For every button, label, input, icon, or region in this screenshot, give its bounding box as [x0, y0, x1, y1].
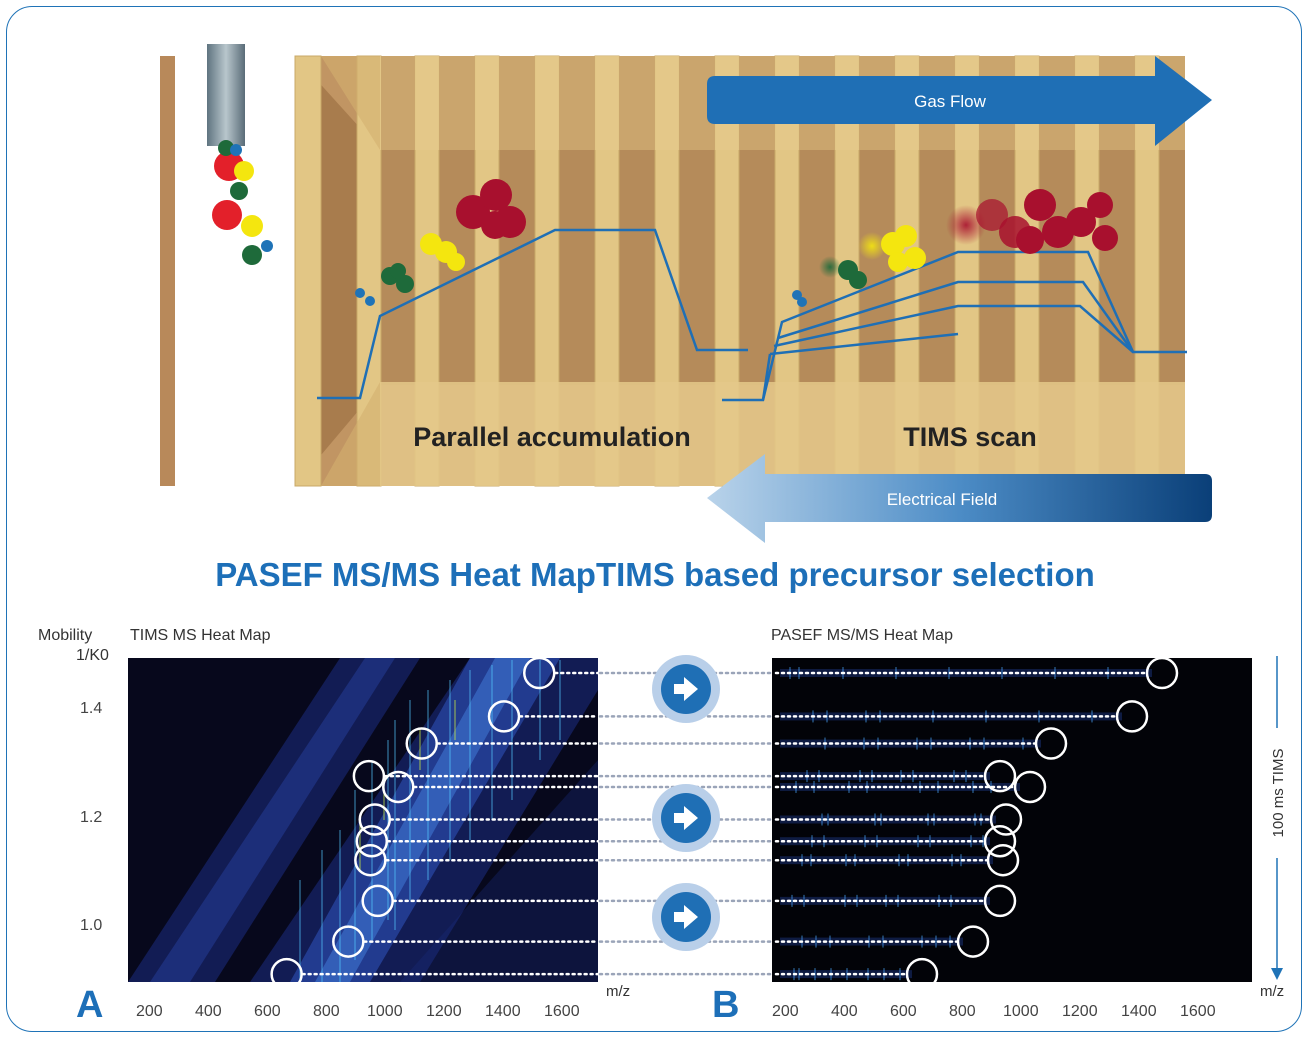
ion-cluster-accumulation [355, 179, 526, 306]
electrical-field-label: Electrical Field [887, 490, 998, 509]
precursor-circle-a [354, 843, 387, 877]
precursor-circle-b [1034, 727, 1068, 760]
y-tick: 1.4 [80, 700, 103, 717]
precursor-circle-b [1145, 656, 1179, 690]
precursor-circle-b [986, 843, 1020, 877]
precursor-circle-a [361, 884, 394, 918]
panel-b-letter: B [712, 984, 740, 1026]
y-tick: 1.0 [80, 917, 103, 934]
panel-b-xlabel: m/z [1260, 983, 1285, 1000]
x-tick: 1200 [1062, 1003, 1098, 1020]
fragment-band [780, 970, 912, 979]
tims-scan-field-profiles [722, 250, 1187, 402]
precursor-circle-a [332, 925, 365, 958]
panel-a-ylabel-line2: 1/K0 [76, 647, 109, 664]
figure-frame [6, 6, 1302, 1032]
panel-b-heatmap-bg [772, 658, 1252, 982]
arrow-right-icon [674, 806, 698, 830]
x-tick: 800 [313, 1003, 340, 1020]
ion-cluster-scan [792, 189, 1118, 307]
x-tick: 1000 [367, 1003, 403, 1020]
ion-cloud-source [212, 140, 273, 265]
x-tick: 1200 [426, 1003, 462, 1020]
precursor-circle-b [1115, 700, 1149, 733]
x-tick: 1600 [1180, 1003, 1216, 1020]
fragment-band [780, 815, 996, 824]
section-heading: PASEF MS/MS Heat MapTIMS based precursor… [0, 556, 1310, 594]
x-tick: 1400 [485, 1003, 521, 1020]
parallel-accumulation-label: Parallel accumulation [413, 422, 691, 452]
tims-scan-label: TIMS scan [903, 422, 1037, 452]
x-tick: 600 [890, 1003, 917, 1020]
electrical-field-arrow: Electrical Field [707, 454, 1212, 543]
precursor-circle-a [355, 824, 389, 858]
gas-flow-label: Gas Flow [914, 92, 987, 111]
panel-b-title: PASEF MS/MS Heat Map [771, 627, 953, 644]
fragment-band [780, 782, 1020, 791]
panel-a-ylabel-line1: Mobility [38, 627, 93, 644]
precursor-circle-a [382, 770, 415, 804]
precursor-circle-b [989, 803, 1023, 836]
panel-a-xlabel: m/z [606, 983, 631, 1000]
tims-time-label: 100 ms TIMS [1270, 749, 1287, 838]
precursor-circle-b [905, 957, 939, 991]
heading-right: TIMS based precursor selection [595, 556, 1095, 593]
arrow-right-icon [674, 677, 698, 701]
precursor-circle-a [358, 803, 391, 836]
precursor-circle-b [983, 884, 1017, 918]
accumulation-field-profile [317, 228, 748, 400]
panel-a-title: TIMS MS Heat Map [130, 627, 271, 644]
tims-tunnel [294, 55, 1185, 487]
precursor-circle-a [352, 759, 386, 793]
x-tick: 1600 [544, 1003, 580, 1020]
precursor-circle-a [405, 727, 438, 760]
precursor-circle-a [523, 656, 556, 690]
fragment-band [780, 669, 1152, 678]
x-tick: 1000 [1003, 1003, 1039, 1020]
x-tick: 800 [949, 1003, 976, 1020]
arrow-right-icon [674, 905, 698, 929]
gas-flow-arrow: Gas Flow [707, 56, 1212, 146]
precursor-circle-b [983, 759, 1017, 793]
precursor-circle-a [270, 957, 303, 991]
x-tick: 1400 [1121, 1003, 1157, 1020]
panel-a-letter: A [76, 984, 104, 1026]
x-tick: 400 [195, 1003, 222, 1020]
x-tick: 600 [254, 1003, 281, 1020]
x-tick: 200 [772, 1003, 799, 1020]
x-tick: 200 [136, 1003, 163, 1020]
precursor-circle-a [487, 700, 521, 733]
precursor-circle-b [1013, 770, 1047, 804]
precursor-circle-b [956, 925, 990, 958]
tims-time-arrow: 100 ms TIMS [1270, 656, 1287, 980]
capillary [207, 44, 245, 146]
precursor-circle-b [983, 824, 1017, 858]
tims-diagram: Gas Flow Electrical Field Parallel accum… [160, 44, 1212, 543]
entrance-plate [160, 56, 175, 486]
heading-left: PASEF MS/MS Heat Map [215, 556, 596, 593]
x-tick: 400 [831, 1003, 858, 1020]
y-tick: 1.2 [80, 809, 103, 826]
